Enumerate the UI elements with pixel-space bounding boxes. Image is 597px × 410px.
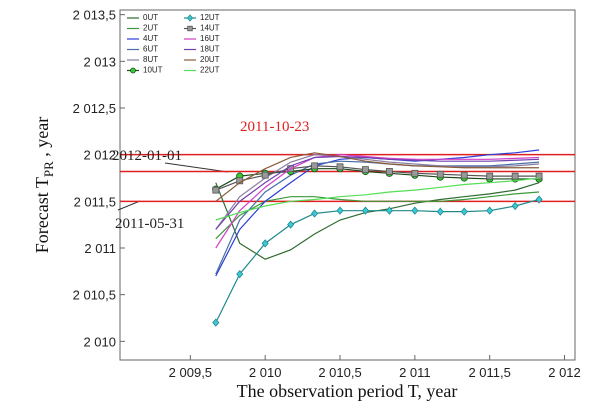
data-point <box>311 209 319 218</box>
data-point <box>361 206 369 215</box>
series-line <box>215 154 540 230</box>
data-point <box>336 163 344 171</box>
x-tick-label: 2 011,5 <box>468 365 510 380</box>
legend-label: 12UT <box>200 13 220 22</box>
data-point <box>261 239 269 248</box>
x-tick-label: 2 010 <box>249 365 282 380</box>
x-tick-label: 2 012 <box>548 365 581 380</box>
legend-label: 16UT <box>200 34 220 43</box>
x-axis-label: The observation period T, year <box>237 381 458 401</box>
data-point <box>311 162 318 170</box>
reference-label: 2011-10-23 <box>240 119 309 135</box>
data-point <box>460 171 468 179</box>
data-point <box>411 169 419 177</box>
data-point <box>362 166 369 174</box>
y-tick-label: 2 010,5 <box>73 288 116 303</box>
legend-label: 20UT <box>200 55 220 64</box>
data-point <box>212 186 220 194</box>
series-line <box>215 198 540 323</box>
leader-line <box>117 200 141 211</box>
y-label-suffix: , year <box>32 117 52 161</box>
reference-label: 2011-05-31 <box>115 216 184 232</box>
series-line <box>215 152 540 202</box>
x-tick-label: 2 009,5 <box>169 365 212 380</box>
series-line <box>215 182 540 260</box>
series-line <box>215 165 540 191</box>
data-point <box>287 220 295 229</box>
data-point <box>486 172 494 180</box>
data-point <box>511 201 519 211</box>
legend-label: 4UT <box>143 34 158 43</box>
y-tick-label: 2 012 <box>83 148 116 163</box>
plot-frame <box>119 9 576 361</box>
series-line <box>215 154 540 249</box>
data-point <box>411 206 419 215</box>
y-label-text: Forecast T <box>32 177 52 253</box>
legend-marker <box>130 67 136 74</box>
legend-marker <box>186 14 194 22</box>
legend-label: 0UT <box>143 13 158 22</box>
data-point <box>436 207 444 216</box>
data-point <box>336 206 344 215</box>
data-point <box>436 170 444 178</box>
y-tick-label: 2 013,5 <box>73 8 116 23</box>
data-point <box>511 172 519 180</box>
x-tick-label: 2 010,5 <box>318 365 361 380</box>
y-tick-label: 2 011 <box>84 241 116 256</box>
series-line <box>215 155 540 230</box>
data-point <box>385 206 393 215</box>
series-line <box>215 168 540 190</box>
legend-label: 6UT <box>143 45 158 54</box>
y-tick-label: 2 013 <box>83 54 116 69</box>
legend-label: 2UT <box>143 24 158 33</box>
data-point <box>261 171 269 179</box>
y-label-sub: PR <box>41 161 56 177</box>
series-line <box>215 177 540 221</box>
y-axis-label: Forecast TPR , year <box>32 117 56 254</box>
y-tick-label: 2 011,5 <box>74 194 116 209</box>
data-point <box>535 172 543 180</box>
legend-label: 18UT <box>200 45 220 54</box>
data-point <box>386 168 393 175</box>
legend-label: 10UT <box>143 66 163 75</box>
y-tick-label: 2 012,5 <box>73 101 116 116</box>
legend-label: 8UT <box>143 55 158 64</box>
data-point <box>460 207 468 216</box>
data-point <box>236 270 244 279</box>
series-line <box>215 191 540 240</box>
x-tick-label: 2 011 <box>399 365 431 380</box>
reference-label: 2012-01-01 <box>112 148 182 164</box>
data-point <box>212 318 220 327</box>
legend-label: 14UT <box>200 24 220 33</box>
legend-label: 22UT <box>200 66 220 75</box>
leader-line <box>164 162 229 173</box>
data-point <box>486 206 494 215</box>
data-point <box>535 195 543 204</box>
y-tick-label: 2 010 <box>83 334 116 349</box>
legend-marker <box>187 25 193 32</box>
